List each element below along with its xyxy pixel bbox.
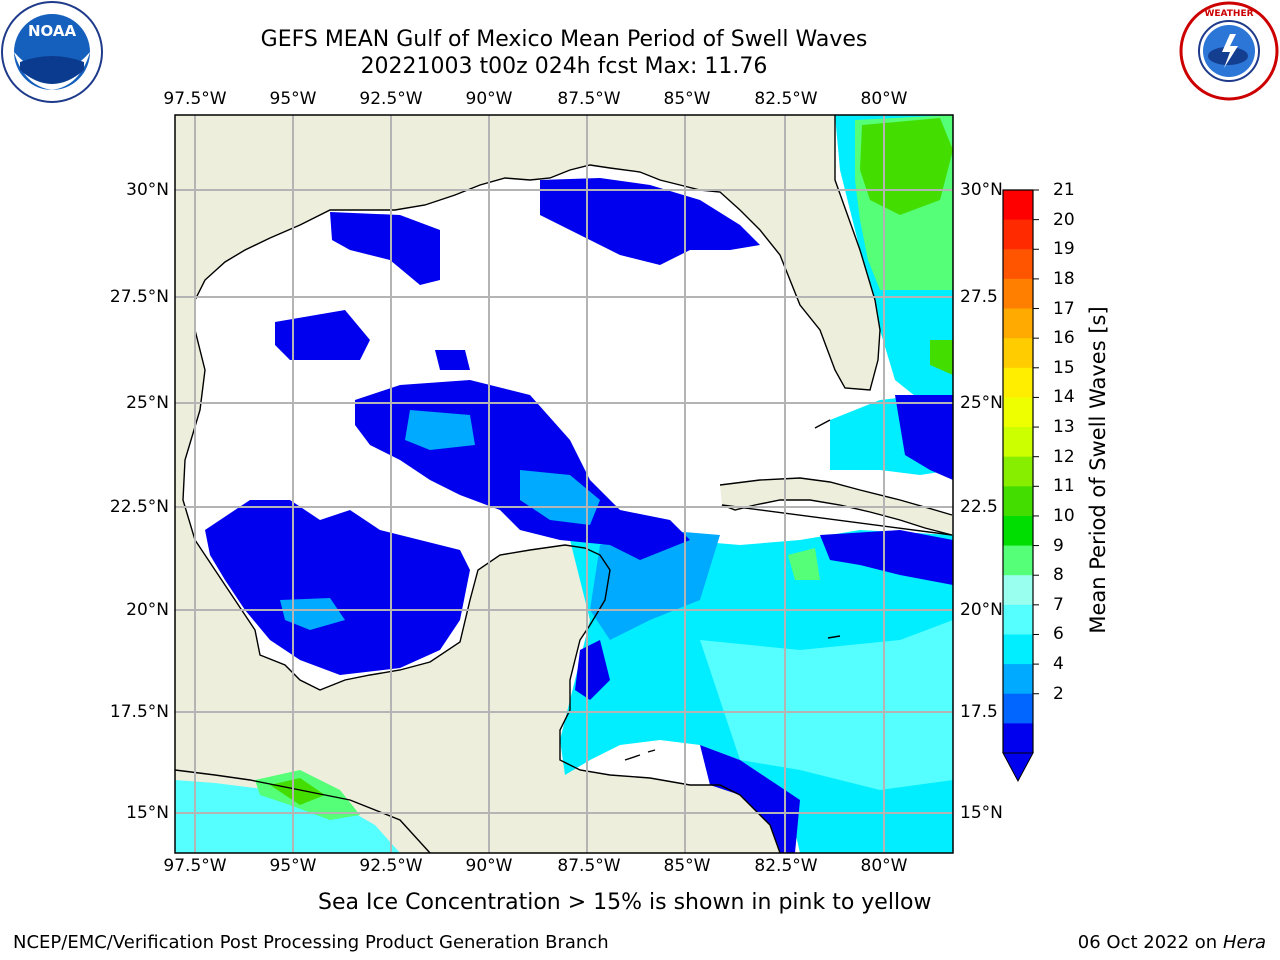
colorbar-segment [1003, 397, 1033, 428]
colorbar-tick-label: 21 [1053, 180, 1075, 200]
colorbar-segment [1003, 723, 1033, 754]
lon-label-top: 82.5°W [754, 89, 818, 109]
lat-label-right: 25°N [960, 393, 1003, 413]
colorbar-extend-arrow [1002, 752, 1034, 783]
coastline-layer [175, 115, 953, 853]
lat-label-left: 27.5°N [109, 287, 169, 307]
lon-label-bottom: 87.5°W [557, 856, 621, 876]
colorbar-segment [1003, 634, 1033, 665]
lat-label-left: 15°N [126, 803, 169, 823]
lon-label-bottom: 95°W [269, 856, 317, 876]
colorbar-segment [1003, 486, 1033, 517]
lat-label-left: 25°N [126, 393, 169, 413]
lon-label-top: 80°W [860, 89, 908, 109]
colorbar-label: Mean Period of Swell Waves [s] [1086, 306, 1110, 634]
noaa-logo-icon: NOAA [1, 1, 103, 103]
sea-ice-note: Sea Ice Concentration > 15% is shown in … [318, 890, 932, 915]
colorbar-border [1002, 189, 1034, 753]
map-frame [174, 114, 954, 854]
lon-label-top: 92.5°W [359, 89, 423, 109]
colorbar-tick-label: 17 [1053, 298, 1075, 319]
lon-label-bottom: 80°W [860, 856, 908, 876]
colorbar-segment [1003, 367, 1033, 398]
lat-label-left: 17.5°N [109, 702, 169, 722]
colorbar-segment [1003, 190, 1033, 221]
lat-label-right: 20°N [960, 600, 1003, 620]
svg-text:WEATHER: WEATHER [1204, 9, 1253, 19]
colorbar-segment [1003, 604, 1033, 635]
machine-name: Hera [1222, 932, 1266, 953]
lon-label-top: 85°W [663, 89, 711, 109]
colorbar-segment [1003, 545, 1033, 576]
colorbar-segment [1003, 249, 1033, 280]
colorbar-segment [1003, 278, 1033, 310]
colorbar-tick-label: 19 [1053, 239, 1075, 260]
colorbar-segment [1003, 664, 1033, 695]
colorbar-segment [1003, 427, 1033, 458]
colorbar-tick-label: 4 [1053, 654, 1064, 675]
colorbar-tick-label: 7 [1053, 594, 1064, 615]
map-title: GEFS MEAN Gulf of Mexico Mean Period of … [260, 27, 868, 52]
colorbar-tick-label: 6 [1053, 624, 1064, 645]
lon-label-bottom: 85°W [663, 856, 711, 876]
map-subtitle: 20221003 t00z 024h fcst Max: 11.76 [360, 54, 768, 79]
lat-label-left: 20°N [126, 600, 169, 620]
lat-label-right: 17.5 [960, 702, 998, 722]
svg-text:NOAA: NOAA [28, 22, 77, 40]
nws-logo-icon: WEATHER [1179, 1, 1279, 101]
colorbar-tick-label: 8 [1053, 565, 1064, 586]
colorbar-tick-label: 13 [1053, 417, 1075, 438]
colorbar-tick-label: 20 [1053, 209, 1075, 230]
colorbar-tick-label: 9 [1053, 535, 1064, 556]
datestamp: 06 Oct 2022 on Hera [1078, 932, 1266, 953]
lat-label-right: 30°N [960, 180, 1003, 200]
colorbar-segment [1003, 515, 1033, 547]
lon-label-bottom: 92.5°W [359, 856, 423, 876]
lon-label-bottom: 97.5°W [163, 856, 227, 876]
lon-label-top: 95°W [269, 89, 317, 109]
lon-label-bottom: 90°W [465, 856, 513, 876]
colorbar-tick-label: 12 [1053, 446, 1075, 467]
date-text: 06 Oct 2022 on [1077, 932, 1223, 953]
colorbar-segment [1003, 456, 1033, 487]
lat-label-left: 30°N [126, 180, 169, 200]
credit-text: NCEP/EMC/Verification Post Processing Pr… [13, 932, 609, 953]
colorbar-tick-label: 10 [1053, 505, 1075, 526]
colorbar-segment [1003, 575, 1033, 606]
lat-label-right: 22.5 [960, 497, 998, 517]
lon-label-top: 90°W [465, 89, 513, 109]
colorbar-segment [1003, 219, 1033, 250]
lon-label-top: 87.5°W [557, 89, 621, 109]
lat-label-right: 15°N [960, 803, 1003, 823]
colorbar-segment [1003, 308, 1033, 339]
colorbar-segment [1003, 693, 1033, 724]
lon-label-top: 97.5°W [163, 89, 227, 109]
lon-label-bottom: 82.5°W [754, 856, 818, 876]
colorbar-tick-label: 15 [1053, 357, 1075, 378]
colorbar-tick-label: 2 [1053, 683, 1064, 704]
colorbar-segment [1003, 338, 1033, 369]
map-plot-area [175, 115, 953, 853]
colorbar-tick-label: 18 [1053, 268, 1075, 289]
lat-label-right: 27.5 [960, 287, 998, 307]
colorbar-bar [1002, 189, 1039, 783]
gridlines [175, 115, 953, 853]
lat-label-left: 22.5°N [109, 497, 169, 517]
colorbar-tick-label: 16 [1053, 328, 1075, 349]
colorbar-tick-label: 14 [1053, 387, 1075, 408]
colorbar-tick-label: 11 [1053, 476, 1075, 497]
